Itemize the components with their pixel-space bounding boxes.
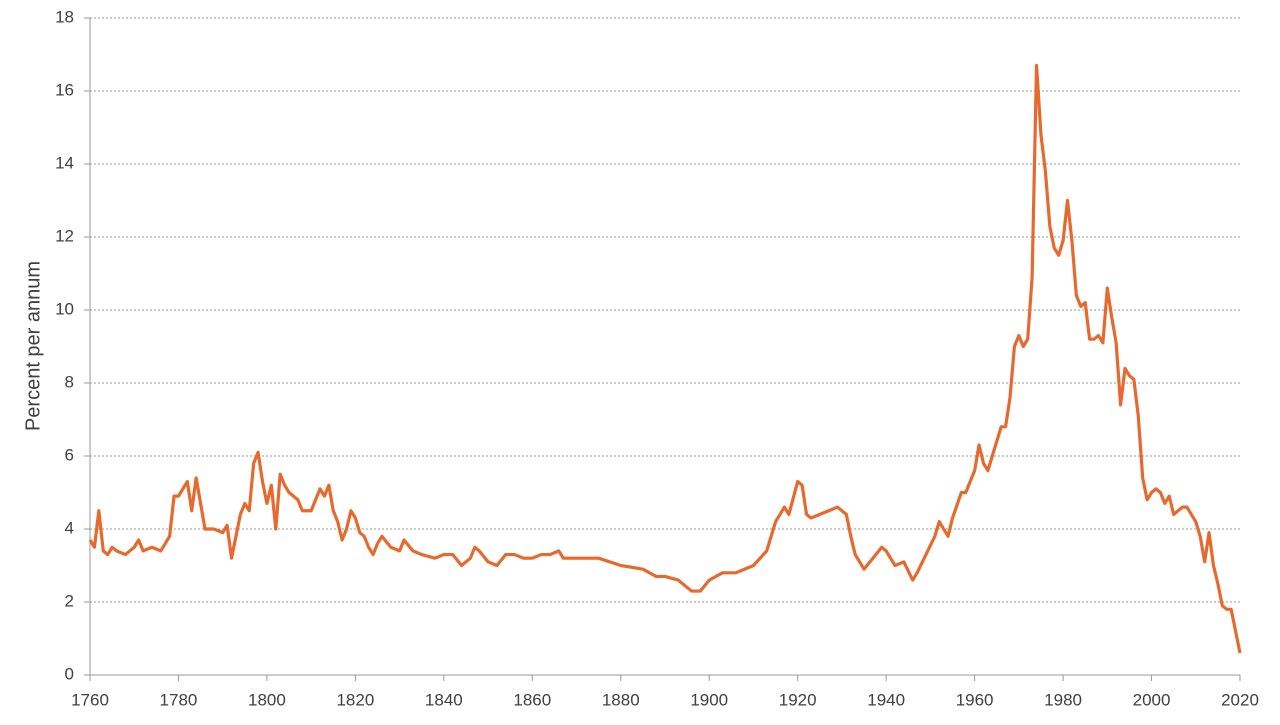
x-tick-label: 1860 bbox=[513, 690, 551, 709]
x-tick-label: 1800 bbox=[248, 690, 286, 709]
y-tick-label: 0 bbox=[65, 664, 74, 683]
x-tick-label: 1840 bbox=[425, 690, 463, 709]
y-tick-label: 14 bbox=[55, 153, 74, 172]
y-tick-label: 12 bbox=[55, 226, 74, 245]
x-tick-label: 1940 bbox=[867, 690, 905, 709]
y-tick-label: 2 bbox=[65, 591, 74, 610]
x-tick-label: 1920 bbox=[779, 690, 817, 709]
y-axis-label: Percent per annum bbox=[22, 261, 44, 431]
x-tick-label: 2020 bbox=[1221, 690, 1259, 709]
data-line bbox=[88, 63, 1242, 654]
x-tick-label: 1780 bbox=[160, 690, 198, 709]
y-tick-label: 16 bbox=[55, 80, 74, 99]
y-tick-label: 18 bbox=[55, 7, 74, 26]
x-tick-label: 1880 bbox=[602, 690, 640, 709]
x-tick-label: 1900 bbox=[690, 690, 728, 709]
y-tick-label: 10 bbox=[55, 299, 74, 318]
x-tick-label: 1960 bbox=[956, 690, 994, 709]
x-tick-label: 1820 bbox=[336, 690, 374, 709]
x-tick-label: 1760 bbox=[71, 690, 109, 709]
x-tick-label: 1980 bbox=[1044, 690, 1082, 709]
x-tick-label: 2000 bbox=[1133, 690, 1171, 709]
y-tick-label: 4 bbox=[65, 518, 74, 537]
y-tick-label: 6 bbox=[65, 445, 74, 464]
y-tick-label: 8 bbox=[65, 372, 74, 391]
